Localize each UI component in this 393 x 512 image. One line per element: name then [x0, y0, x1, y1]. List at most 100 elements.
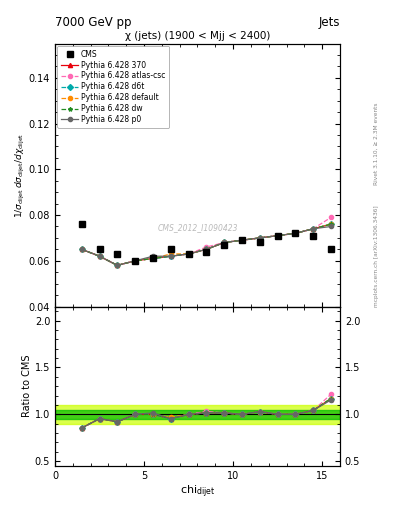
Text: 7000 GeV pp: 7000 GeV pp [55, 16, 132, 29]
Pythia 6.428 dw [257, 235, 262, 241]
Pythia 6.428 p0 [133, 258, 138, 264]
Pythia 6.428 atlas-csc [275, 232, 280, 239]
Pythia 6.428 d6t [204, 246, 209, 252]
Pythia 6.428 atlas-csc [329, 214, 333, 220]
Pythia 6.428 d6t [240, 237, 244, 243]
Pythia 6.428 dw [133, 258, 138, 264]
Pythia 6.428 default [115, 262, 120, 268]
Pythia 6.428 370 [97, 253, 102, 259]
Pythia 6.428 370 [79, 246, 84, 252]
CMS [293, 230, 298, 237]
Pythia 6.428 dw [329, 221, 333, 227]
Pythia 6.428 p0 [257, 235, 262, 241]
X-axis label: chi$_{\mathregular{dijet}}$: chi$_{\mathregular{dijet}}$ [180, 483, 215, 500]
Pythia 6.428 p0 [169, 253, 173, 259]
Pythia 6.428 d6t [275, 232, 280, 239]
Pythia 6.428 d6t [257, 235, 262, 241]
Pythia 6.428 default [329, 221, 333, 227]
Pythia 6.428 d6t [133, 258, 138, 264]
Y-axis label: Ratio to CMS: Ratio to CMS [22, 355, 32, 417]
Pythia 6.428 370 [204, 246, 209, 252]
Pythia 6.428 p0 [329, 223, 333, 229]
Pythia 6.428 atlas-csc [169, 253, 173, 259]
CMS [329, 246, 333, 252]
CMS [257, 240, 262, 246]
Pythia 6.428 p0 [151, 253, 155, 259]
Pythia 6.428 atlas-csc [186, 251, 191, 257]
Text: Jets: Jets [318, 16, 340, 29]
Pythia 6.428 dw [115, 262, 120, 268]
Bar [55, 410, 340, 419]
Pythia 6.428 default [151, 255, 155, 262]
Pythia 6.428 p0 [115, 262, 120, 268]
Pythia 6.428 d6t [97, 253, 102, 259]
Pythia 6.428 d6t [151, 255, 155, 262]
Pythia 6.428 d6t [169, 253, 173, 259]
CMS [151, 255, 155, 262]
Line: Pythia 6.428 atlas-csc: Pythia 6.428 atlas-csc [80, 215, 333, 267]
Pythia 6.428 dw [275, 232, 280, 239]
Title: χ (jets) (1900 < Mjj < 2400): χ (jets) (1900 < Mjj < 2400) [125, 31, 270, 41]
Pythia 6.428 default [240, 237, 244, 243]
Pythia 6.428 atlas-csc [293, 230, 298, 237]
Pythia 6.428 default [186, 251, 191, 257]
Pythia 6.428 default [79, 246, 84, 252]
CMS [186, 251, 191, 257]
Pythia 6.428 370 [257, 235, 262, 241]
CMS [79, 221, 84, 227]
Pythia 6.428 dw [240, 237, 244, 243]
Text: Rivet 3.1.10, ≥ 2.3M events: Rivet 3.1.10, ≥ 2.3M events [374, 102, 378, 185]
Pythia 6.428 d6t [115, 262, 120, 268]
Text: CMS_2012_I1090423: CMS_2012_I1090423 [157, 223, 238, 232]
Text: mcplots.cern.ch [arXiv:1306.3436]: mcplots.cern.ch [arXiv:1306.3436] [374, 205, 378, 307]
Pythia 6.428 p0 [97, 253, 102, 259]
CMS [311, 232, 316, 239]
CMS [240, 237, 244, 243]
Pythia 6.428 default [275, 232, 280, 239]
Line: Pythia 6.428 p0: Pythia 6.428 p0 [80, 224, 333, 267]
Line: CMS: CMS [79, 221, 334, 264]
Line: Pythia 6.428 370: Pythia 6.428 370 [80, 222, 333, 267]
Pythia 6.428 d6t [293, 230, 298, 237]
Pythia 6.428 370 [133, 258, 138, 264]
Pythia 6.428 default [257, 235, 262, 241]
Pythia 6.428 p0 [186, 251, 191, 257]
Y-axis label: $1/\sigma_{\rm dijet}\,d\sigma_{\rm dijet}/d\chi_{\rm dijet}$: $1/\sigma_{\rm dijet}\,d\sigma_{\rm dije… [14, 132, 27, 218]
Pythia 6.428 atlas-csc [151, 255, 155, 262]
Pythia 6.428 d6t [222, 240, 226, 246]
Pythia 6.428 370 [275, 232, 280, 239]
Pythia 6.428 default [311, 226, 316, 232]
Pythia 6.428 p0 [222, 240, 226, 246]
Pythia 6.428 370 [222, 240, 226, 246]
CMS [222, 242, 226, 248]
Pythia 6.428 dw [293, 230, 298, 237]
Pythia 6.428 p0 [311, 226, 316, 232]
CMS [133, 258, 138, 264]
Pythia 6.428 370 [311, 226, 316, 232]
Pythia 6.428 atlas-csc [79, 246, 84, 252]
Pythia 6.428 atlas-csc [311, 226, 316, 232]
Pythia 6.428 370 [240, 237, 244, 243]
Pythia 6.428 p0 [275, 232, 280, 239]
Pythia 6.428 atlas-csc [240, 237, 244, 243]
Pythia 6.428 d6t [329, 221, 333, 227]
Pythia 6.428 atlas-csc [115, 262, 120, 268]
CMS [275, 232, 280, 239]
Pythia 6.428 atlas-csc [97, 253, 102, 259]
Pythia 6.428 p0 [240, 237, 244, 243]
Bar [55, 405, 340, 424]
Pythia 6.428 370 [115, 262, 120, 268]
Pythia 6.428 p0 [204, 246, 209, 252]
CMS [204, 248, 209, 254]
Pythia 6.428 370 [329, 221, 333, 227]
Pythia 6.428 default [133, 258, 138, 264]
Line: Pythia 6.428 d6t: Pythia 6.428 d6t [80, 222, 333, 267]
Pythia 6.428 dw [169, 253, 173, 259]
Pythia 6.428 dw [186, 251, 191, 257]
CMS [169, 246, 173, 252]
Pythia 6.428 atlas-csc [222, 240, 226, 246]
Pythia 6.428 dw [204, 246, 209, 252]
Pythia 6.428 default [97, 253, 102, 259]
Pythia 6.428 atlas-csc [204, 244, 209, 250]
Pythia 6.428 d6t [311, 226, 316, 232]
